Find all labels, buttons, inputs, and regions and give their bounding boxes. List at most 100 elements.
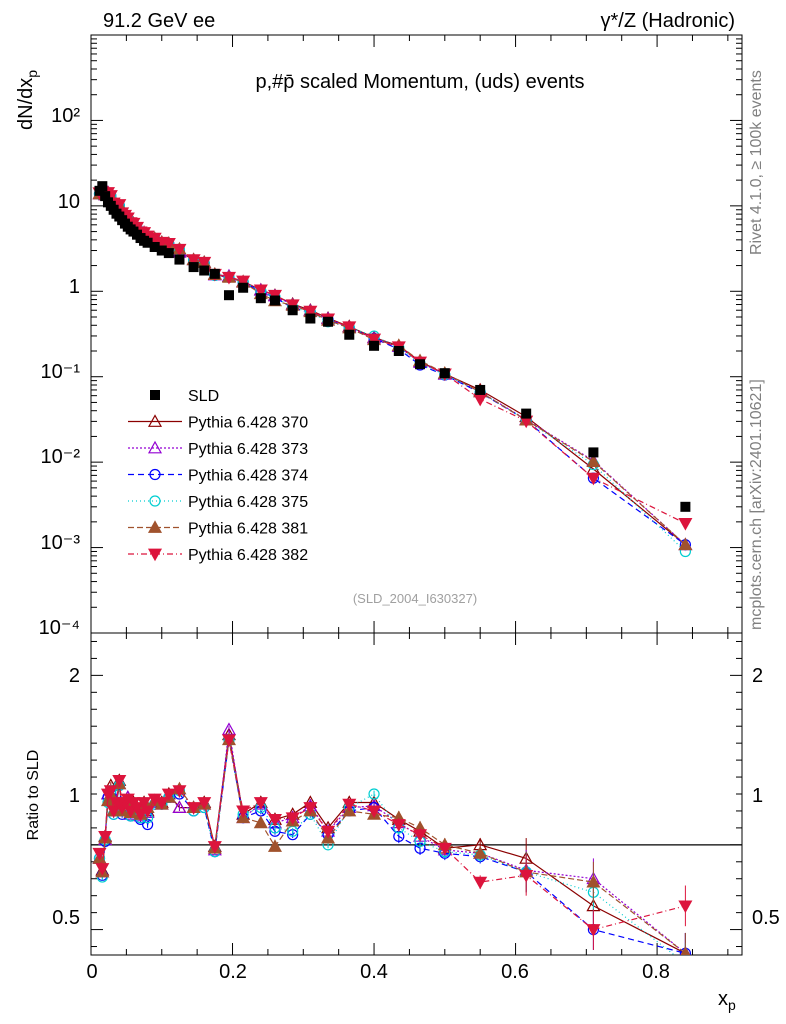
main-series-line — [99, 193, 686, 552]
data-point — [344, 329, 355, 340]
y-axis-label: dN/dxp — [15, 70, 40, 130]
x-tick-0.6: 0.6 — [501, 961, 529, 983]
ratio-tick-right-1: 1 — [752, 785, 763, 807]
main-series-marker — [197, 256, 212, 270]
legend-marker — [150, 390, 160, 400]
ratio-series-marker — [437, 842, 452, 856]
rivet-version-label: Rivet 4.1.0, ≥ 100k events — [748, 70, 765, 255]
ratio-panel-frame — [90, 632, 743, 956]
ratio-series-marker — [103, 785, 118, 798]
ratio-series-marker — [519, 869, 534, 883]
ratio-tick-right-0p5: 0.5 — [752, 907, 780, 929]
ratio-tick-left-2: 2 — [69, 665, 80, 687]
legend-entry: Pythia 6.428 373 — [128, 440, 308, 458]
ratio-series-marker — [267, 839, 282, 852]
analysis-id: (SLD_2004_I630327) — [353, 591, 477, 606]
y-tick-labels: 10⁻⁴ 10⁻³ 10⁻² 10⁻¹ 1 10 10² — [39, 105, 81, 639]
mcplots-source-label: mcplots.cern.ch [arXiv:2401.10621] — [748, 379, 765, 630]
ratio-series-marker — [95, 863, 110, 876]
main-series-Pythia-6p428-370 — [92, 184, 693, 551]
y-tick-1e-2: 10⁻² — [41, 446, 81, 468]
y-tick-1e-3: 10⁻³ — [41, 532, 81, 554]
main-series-line — [99, 191, 686, 546]
ratio-series-line — [98, 739, 686, 931]
ratio-series-marker — [186, 802, 201, 815]
main-series-marker — [236, 275, 251, 289]
data-point — [156, 245, 167, 256]
ratio-series-marker — [303, 802, 318, 815]
main-series-line — [99, 191, 686, 546]
ratio-series-marker — [678, 900, 693, 914]
x-tick-0.2: 0.2 — [219, 961, 247, 983]
ratio-series-marker — [285, 812, 300, 825]
ratio-series-marker — [133, 808, 148, 822]
legend-label: Pythia 6.428 370 — [188, 415, 308, 432]
legend-marker — [147, 548, 163, 562]
main-series-Pythia-6p428-381 — [92, 185, 693, 551]
header-left: 91.2 GeV ee — [103, 10, 215, 32]
main-series-SLD — [94, 181, 691, 512]
legend-label: Pythia 6.428 375 — [188, 494, 308, 511]
ratio-series-marker — [129, 802, 145, 815]
x-tick-0: 0 — [86, 961, 97, 983]
data-point — [415, 359, 426, 370]
main-series-marker — [221, 271, 237, 285]
main-series-marker — [586, 472, 601, 486]
ratio-series-marker — [154, 797, 169, 810]
y-tick-10: 10 — [58, 191, 80, 213]
x-tick-0.8: 0.8 — [642, 961, 670, 983]
legend-entry: Pythia 6.428 381 — [128, 520, 308, 538]
data-point — [521, 408, 532, 419]
plot-title: p,#p̄ scaled Momentum, (uds) events — [255, 71, 584, 93]
data-point — [149, 241, 160, 252]
legend-entry: Pythia 6.428 375 — [128, 494, 308, 511]
data-point — [100, 191, 111, 202]
main-series-Pythia-6p428-374 — [93, 187, 691, 551]
y-tick-100: 10² — [51, 105, 80, 127]
main-series-marker — [186, 254, 201, 267]
main-series-marker — [473, 393, 488, 407]
ratio-series-marker — [140, 805, 155, 819]
data-point — [188, 262, 199, 273]
ratio-series-marker — [253, 797, 268, 810]
legend-entry: Pythia 6.428 374 — [128, 468, 308, 485]
ratio-series-marker — [112, 775, 127, 788]
ratio-series-marker — [680, 958, 690, 968]
data-point — [393, 345, 404, 356]
data-point — [142, 237, 153, 248]
ratio-series-line — [98, 729, 686, 954]
ratio-series-marker — [368, 788, 380, 800]
main-series-Pythia-6p428-373 — [92, 185, 693, 551]
legend-marker — [147, 440, 163, 454]
ratio-series-marker — [321, 825, 336, 839]
ratio-series-marker — [342, 798, 357, 812]
ratio-series-marker — [473, 876, 488, 890]
main-series-marker — [303, 305, 318, 319]
ratio-series-Pythia-6p428-370 — [92, 727, 691, 955]
main-series-marker — [678, 517, 693, 531]
ratio-series-marker — [473, 846, 488, 859]
axis-ticks — [90, 35, 742, 955]
data-point — [269, 295, 280, 306]
ratio-series-marker — [391, 819, 406, 832]
ratio-tick-left-1: 1 — [69, 785, 80, 807]
ratio-series-marker — [413, 829, 428, 842]
data-point — [199, 265, 210, 276]
ratio-tick-right-2: 2 — [752, 665, 763, 687]
ratio-series-marker — [253, 815, 268, 829]
header-right: γ*/Z (Hadronic) — [601, 10, 735, 32]
ratio-series-line — [98, 739, 686, 954]
ratio-tick-labels: 0.5 1 2 0.5 1 2 — [52, 665, 780, 929]
legend-entry: Pythia 6.428 382 — [128, 547, 308, 564]
ratio-series-Pythia-6p428-382 — [92, 734, 693, 950]
legend-label: Pythia 6.428 382 — [188, 547, 308, 564]
legend-marker — [149, 468, 161, 481]
data-point — [323, 316, 334, 327]
ratio-series-marker — [267, 814, 282, 827]
data-point — [439, 368, 450, 379]
ratio-series-marker — [586, 924, 601, 937]
ratio-series-marker — [161, 788, 176, 802]
legend-marker — [147, 414, 163, 427]
ratio-series-marker — [236, 805, 251, 819]
